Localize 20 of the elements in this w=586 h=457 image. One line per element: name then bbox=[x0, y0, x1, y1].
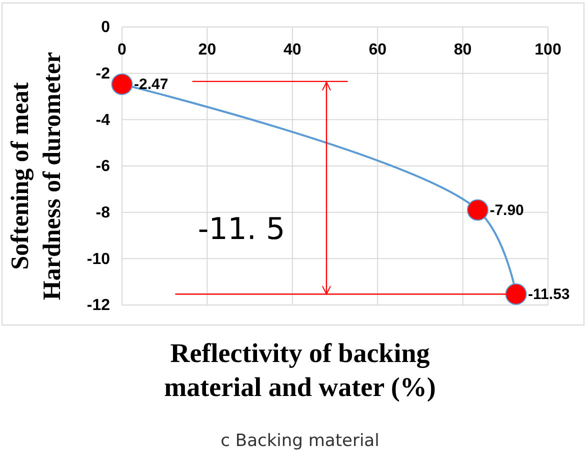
data-label: -2.47 bbox=[134, 76, 168, 94]
y-tick-label: -12 bbox=[86, 297, 110, 314]
x-tick-label: 0 bbox=[118, 41, 127, 58]
y-tick-label: -10 bbox=[86, 250, 110, 268]
y-tick-label: -2 bbox=[96, 65, 110, 82]
annotation: -11. 5 bbox=[198, 212, 286, 248]
y-tick-label: -4 bbox=[96, 112, 110, 129]
data-label: -7.90 bbox=[490, 202, 524, 220]
x-tick-label: 20 bbox=[198, 41, 216, 58]
x-tick-label: 40 bbox=[284, 41, 302, 58]
x-tick-label: 60 bbox=[368, 41, 387, 58]
y-tick-label: -8 bbox=[96, 204, 110, 222]
x-axis-title: Reflectivity of backing material and water (%) bbox=[164, 338, 436, 402]
y-tick-label: -6 bbox=[96, 158, 110, 176]
x-tick-label: 80 bbox=[454, 41, 472, 58]
x-tick-label: 100 bbox=[534, 41, 562, 58]
y-tick-label: 0 bbox=[101, 19, 110, 36]
y-axis-title: Softening of meat Hardness of durometer bbox=[7, 52, 66, 300]
data-label: -11.53 bbox=[528, 286, 570, 304]
text: c Backing material bbox=[220, 431, 380, 451]
